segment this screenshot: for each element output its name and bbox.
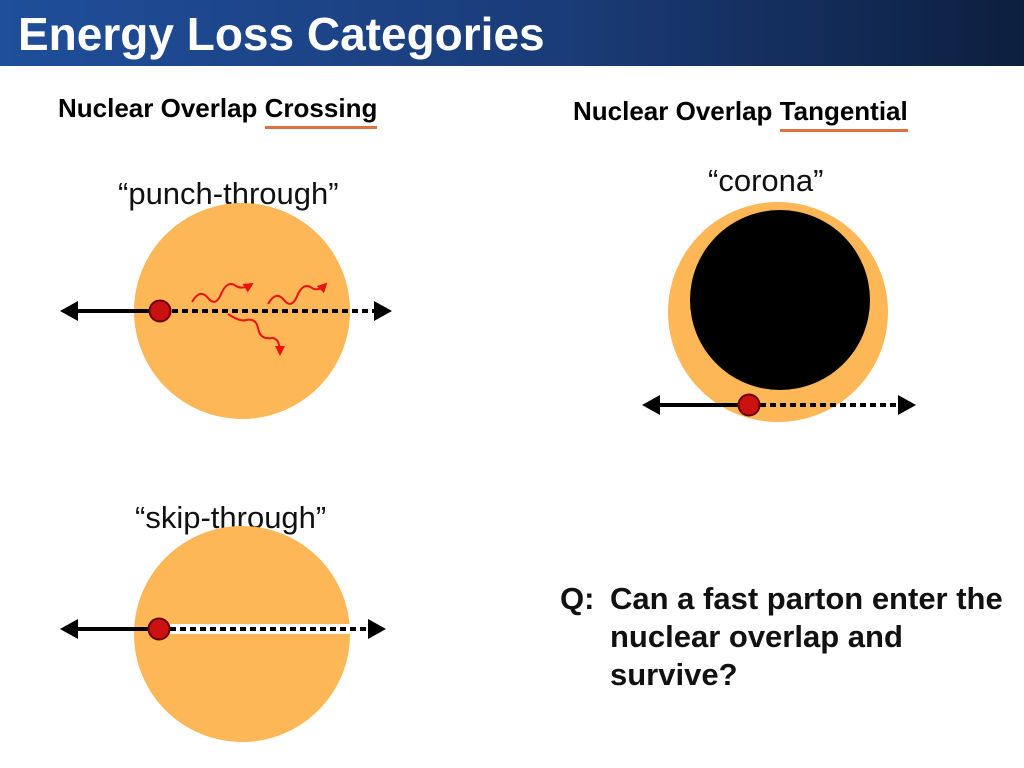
arrowhead-left — [60, 619, 78, 639]
label-corona: “corona” — [708, 163, 824, 198]
slide-title: Energy Loss Categories — [18, 8, 545, 60]
arrowhead-right — [898, 395, 916, 415]
radiation-line — [191, 282, 254, 303]
title-bar: Energy Loss Categories — [0, 0, 1024, 66]
parton-dot — [147, 617, 171, 641]
parton-dot — [148, 299, 172, 323]
question-prefix: Q: — [560, 581, 595, 616]
radiation-line — [227, 313, 285, 356]
heading-tangential-emphasis: Tangential — [779, 95, 908, 132]
heading-tangential-prefix: Nuclear Overlap — [573, 96, 780, 126]
heading-crossing: Nuclear Overlap Crossing — [58, 92, 378, 129]
radiation-line — [267, 282, 328, 305]
parton-dot — [737, 393, 761, 417]
heading-crossing-prefix: Nuclear Overlap — [58, 93, 265, 123]
arrowhead-right — [374, 301, 392, 321]
arrowhead-right — [368, 619, 386, 639]
heading-tangential: Nuclear Overlap Tangential — [573, 95, 908, 132]
overlap-region — [690, 210, 870, 390]
arrowhead-left — [60, 301, 78, 321]
question-text: Can a fast parton enter the nuclear over… — [610, 581, 1003, 692]
heading-crossing-emphasis: Crossing — [264, 92, 378, 129]
arrowhead-left — [642, 395, 660, 415]
